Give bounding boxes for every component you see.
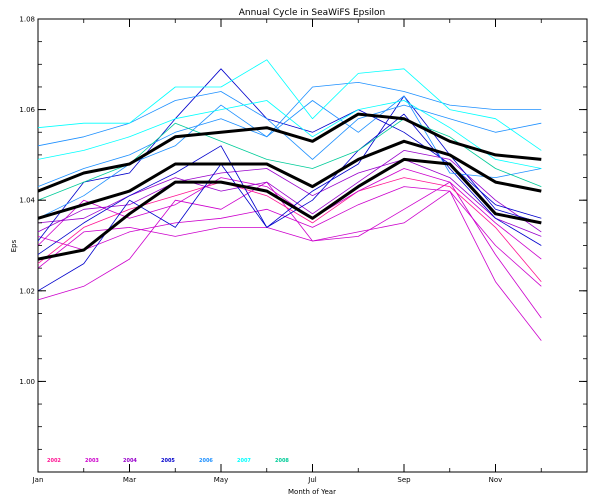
y-tick-label: 1.02 (19, 287, 35, 295)
x-tick-label: Sep (397, 476, 411, 484)
y-tick-label: 1.08 (19, 16, 35, 24)
series-line-8 (37, 113, 542, 292)
series-line-12 (37, 91, 542, 160)
legend-entry-2008: 2008 (275, 458, 289, 464)
series-line-9 (37, 95, 542, 255)
series-line-4 (37, 177, 542, 282)
x-axis-label: Month of Year (288, 488, 336, 496)
chart-title: Annual Cycle in SeaWiFS Epsilon (239, 8, 386, 18)
legend-entry-2006: 2006 (199, 458, 213, 464)
legend: 2002 2003 2004 2005 2006 2007 2008 (47, 458, 289, 464)
x-tick-label: Jan (32, 476, 44, 484)
x-tick-label: Nov (489, 476, 503, 484)
axes-layer: 1.00 1.02 1.04 1.06 1.08 Jan Mar May Jul Sep Nov (19, 16, 587, 484)
series-layer (37, 59, 542, 341)
mean-series-line-18 (37, 139, 542, 220)
x-tick-label: Mar (123, 476, 136, 484)
y-tick-label: 1.04 (19, 197, 35, 205)
series-line-3 (37, 186, 542, 287)
series-line-1 (37, 181, 542, 319)
x-tick-label: May (214, 476, 228, 484)
series-line-13 (37, 82, 542, 219)
series-line-10 (37, 68, 542, 242)
series-line-5 (37, 168, 542, 260)
series-line-2 (37, 190, 542, 341)
x-tick-label: Jul (307, 476, 317, 484)
legend-entry-2005: 2005 (161, 458, 175, 464)
legend-entry-2003: 2003 (85, 458, 99, 464)
legend-entry-2004: 2004 (123, 458, 137, 464)
legend-entry-2002: 2002 (47, 458, 61, 464)
series-line-6 (37, 158, 542, 237)
y-tick-label: 1.06 (19, 106, 35, 114)
series-line-14 (37, 59, 542, 151)
y-tick-label: 1.00 (19, 378, 35, 386)
mean-series-line-19 (37, 157, 542, 261)
y-axis-label: Eps (10, 239, 18, 252)
series-line-15 (37, 100, 542, 169)
legend-entry-2007: 2007 (237, 458, 251, 464)
series-line-7 (37, 149, 542, 233)
mean-series-line-17 (37, 112, 542, 193)
